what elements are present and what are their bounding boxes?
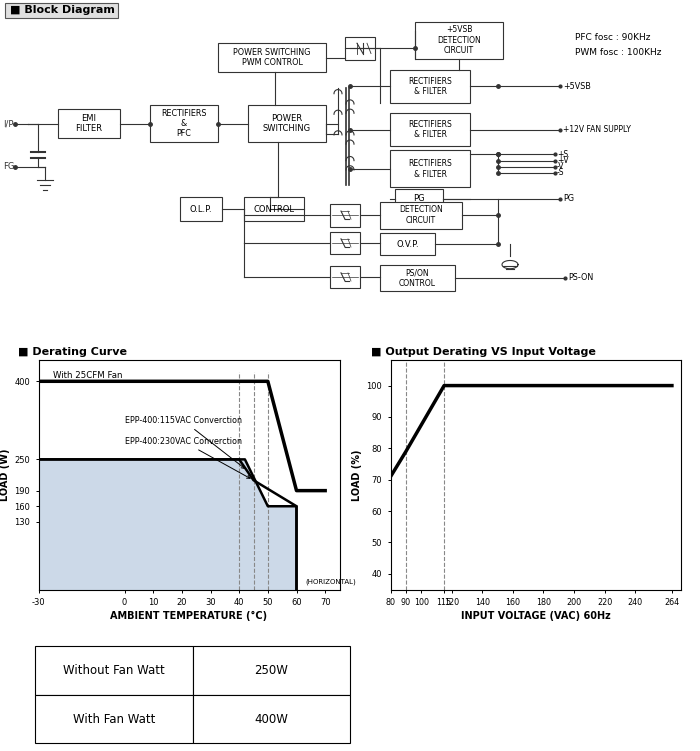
Bar: [380, 202, 462, 228]
Text: RECTIFIERS
& FILTER: RECTIFIERS & FILTER: [408, 77, 452, 96]
Bar: [218, 44, 326, 72]
Text: -S: -S: [557, 168, 564, 177]
Text: POWER SWITCHING
PWM CONTROL: POWER SWITCHING PWM CONTROL: [233, 48, 311, 68]
Text: O.V.P.: O.V.P.: [396, 240, 419, 249]
Text: ■ Output Derating VS Input Voltage: ■ Output Derating VS Input Voltage: [371, 347, 596, 357]
Bar: [180, 197, 222, 222]
Text: I/P: I/P: [4, 119, 14, 128]
Text: O.L.P.: O.L.P.: [190, 204, 212, 213]
X-axis label: AMBIENT TEMPERATURE (°C): AMBIENT TEMPERATURE (°C): [111, 611, 267, 621]
Text: PS/ON
CONTROL: PS/ON CONTROL: [399, 268, 436, 288]
Text: RECTIFIERS
& FILTER: RECTIFIERS & FILTER: [408, 159, 452, 179]
Y-axis label: LOAD (%): LOAD (%): [352, 449, 363, 501]
Bar: [390, 70, 470, 103]
Bar: [330, 266, 360, 288]
Text: FG: FG: [3, 162, 14, 171]
Text: RECTIFIERS
& FILTER: RECTIFIERS & FILTER: [408, 120, 452, 140]
Text: DETECTION
CIRCUIT: DETECTION CIRCUIT: [399, 206, 443, 225]
Text: EMI
FILTER: EMI FILTER: [76, 114, 102, 133]
Bar: [415, 22, 503, 59]
Bar: [395, 189, 443, 208]
Bar: [58, 109, 120, 138]
Text: PG: PG: [413, 195, 425, 204]
Bar: [330, 231, 360, 255]
Text: +12V FAN SUPPLY: +12V FAN SUPPLY: [563, 125, 631, 134]
Text: +5VSB: +5VSB: [563, 82, 591, 91]
Text: +5VSB
DETECTION
CIRCUIT: +5VSB DETECTION CIRCUIT: [437, 26, 481, 55]
Text: RECTIFIERS
&
PFC: RECTIFIERS & PFC: [161, 109, 206, 138]
Polygon shape: [38, 460, 297, 590]
Text: (HORIZONTAL): (HORIZONTAL): [305, 579, 356, 585]
Y-axis label: LOAD (W): LOAD (W): [0, 449, 10, 501]
Text: POWER
SWITCHING: POWER SWITCHING: [263, 114, 311, 133]
Text: ■ Derating Curve: ■ Derating Curve: [18, 347, 127, 357]
Text: +S: +S: [557, 150, 568, 159]
Bar: [390, 113, 470, 146]
Bar: [390, 150, 470, 188]
Bar: [330, 204, 360, 227]
Bar: [380, 264, 455, 291]
Bar: [380, 233, 435, 255]
Text: ■ Block Diagram: ■ Block Diagram: [10, 5, 115, 15]
Text: PG: PG: [563, 195, 574, 204]
Bar: [248, 105, 326, 142]
Bar: [5, 3, 118, 17]
Text: CONTROL: CONTROL: [253, 204, 295, 213]
Text: EPP-400:115VAC Converction: EPP-400:115VAC Converction: [125, 416, 245, 469]
Text: With 25CFM Fan: With 25CFM Fan: [52, 371, 122, 380]
Bar: [244, 197, 304, 222]
Text: PFC fosc : 90KHz
PWM fosc : 100KHz: PFC fosc : 90KHz PWM fosc : 100KHz: [575, 33, 661, 56]
Text: PS-ON: PS-ON: [568, 273, 594, 282]
Bar: [150, 105, 218, 142]
Text: +V: +V: [557, 156, 568, 165]
Bar: [345, 37, 375, 60]
X-axis label: INPUT VOLTAGE (VAC) 60Hz: INPUT VOLTAGE (VAC) 60Hz: [461, 611, 610, 621]
Text: -V: -V: [557, 162, 564, 171]
Text: EPP-400:230VAC Converction: EPP-400:230VAC Converction: [125, 437, 250, 478]
